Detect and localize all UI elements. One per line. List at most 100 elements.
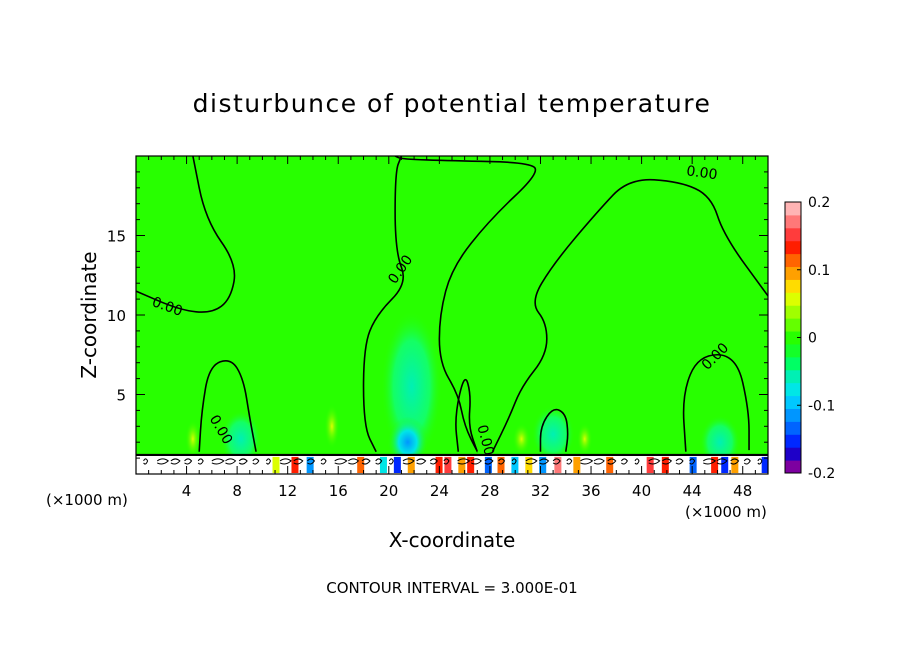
surface-contour bbox=[716, 458, 728, 465]
x-tick-label: 48 bbox=[733, 482, 752, 500]
y-axis-label: Z-coordinate bbox=[77, 251, 101, 378]
anomaly-region bbox=[185, 419, 201, 459]
contour-line bbox=[136, 156, 236, 313]
surface-contour bbox=[252, 458, 260, 465]
surface-patch bbox=[435, 456, 443, 473]
x-tick-label: 16 bbox=[329, 482, 348, 500]
surface-contour bbox=[634, 458, 640, 465]
surface-contour bbox=[429, 458, 438, 465]
contour-label: 0.00 bbox=[685, 163, 718, 183]
surface-contour bbox=[620, 458, 628, 465]
anomaly-region bbox=[577, 423, 593, 455]
surface-contour bbox=[689, 458, 696, 465]
colorbar-tick-label: 0.2 bbox=[808, 195, 830, 211]
colorbar-swatch bbox=[785, 447, 801, 461]
surface-contour bbox=[184, 458, 193, 465]
colorbar-swatch bbox=[785, 214, 801, 229]
contour-labels: 0.000.000.000.00 0.000.00 bbox=[150, 163, 732, 457]
surface-contour bbox=[375, 458, 383, 465]
surface-contour bbox=[170, 458, 181, 465]
surface-contour bbox=[566, 458, 573, 465]
surface-patch bbox=[761, 456, 768, 473]
x-tick-label: 8 bbox=[232, 482, 242, 500]
surface-contour bbox=[648, 458, 661, 465]
x-axis-label: X-coordinate bbox=[389, 528, 516, 552]
contour-line bbox=[198, 360, 257, 452]
x-axis-unit: (×1000 m) bbox=[685, 503, 767, 521]
surface-patch bbox=[721, 456, 729, 473]
colorbar-swatch bbox=[785, 408, 801, 422]
surface-patch bbox=[573, 456, 581, 473]
surface-patch bbox=[379, 456, 387, 473]
surface-patch bbox=[525, 456, 533, 473]
surface-patch bbox=[711, 456, 719, 473]
surface-patch bbox=[661, 456, 669, 473]
surface-contour bbox=[279, 458, 292, 465]
surface-patch bbox=[306, 456, 314, 473]
colorbar-swatch bbox=[785, 343, 801, 358]
surface-contour bbox=[320, 458, 327, 465]
colorbar-swatch bbox=[785, 240, 801, 255]
surface-contour bbox=[293, 458, 304, 465]
x-tick-label: 40 bbox=[632, 482, 651, 500]
surface-patch bbox=[689, 456, 697, 473]
y-tick-label: 5 bbox=[116, 387, 126, 405]
surface-contour bbox=[539, 458, 550, 465]
surface-contour bbox=[402, 458, 415, 465]
contour-line bbox=[362, 156, 405, 453]
contour-line bbox=[491, 178, 768, 453]
surface-patch bbox=[272, 456, 280, 473]
contour-line bbox=[682, 353, 750, 452]
colorbar-swatch bbox=[785, 421, 801, 435]
colorbar-swatch bbox=[785, 227, 801, 242]
x-tick-label: 24 bbox=[430, 482, 449, 500]
colorbar-swatch bbox=[785, 305, 801, 319]
plot-area bbox=[136, 156, 768, 474]
surface-contour bbox=[607, 458, 617, 465]
surface-contour bbox=[334, 458, 348, 465]
x-tick-label: 32 bbox=[531, 482, 550, 500]
contour-line bbox=[455, 378, 479, 453]
surface-contour bbox=[580, 458, 594, 465]
surface-contour bbox=[307, 458, 316, 465]
surface-contour bbox=[552, 458, 561, 465]
surface-contour bbox=[703, 458, 717, 465]
surface-patch bbox=[357, 456, 365, 473]
surface-contour bbox=[143, 458, 149, 465]
contour-interval-note: CONTOUR INTERVAL = 3.000E-01 bbox=[326, 579, 577, 597]
colorbar-swatch bbox=[785, 460, 801, 474]
surface-contour bbox=[661, 458, 673, 465]
surface-patch bbox=[554, 456, 562, 473]
surface-contour bbox=[675, 458, 684, 465]
y-tick-label: 10 bbox=[107, 307, 126, 325]
surface-contour bbox=[730, 458, 740, 465]
surface-contour bbox=[511, 458, 517, 465]
surface-contour bbox=[265, 458, 271, 465]
x-tick-label: 36 bbox=[581, 482, 600, 500]
surface-patch bbox=[444, 456, 452, 473]
x-tick-label: 20 bbox=[379, 482, 398, 500]
chart-title: disturbunce of potential temperature bbox=[193, 89, 712, 118]
surface-patch bbox=[458, 456, 466, 473]
y-axis: 5 10 15 bbox=[107, 171, 768, 459]
colorbar-tick-label: -0.1 bbox=[808, 398, 835, 414]
surface-contour bbox=[743, 458, 751, 465]
colorbar-swatch bbox=[785, 369, 801, 384]
colorbar-tick-label: -0.2 bbox=[808, 466, 835, 482]
colorbar-swatch bbox=[785, 356, 801, 371]
surface-contour bbox=[156, 458, 170, 465]
anomaly-region bbox=[324, 404, 340, 449]
surface-contour bbox=[593, 458, 605, 465]
surface-contour bbox=[225, 458, 237, 465]
colorbar-swatch bbox=[785, 266, 801, 280]
surface-patch bbox=[497, 456, 505, 473]
colorbar-swatch bbox=[785, 318, 801, 332]
surface-contour bbox=[525, 458, 538, 465]
surface-patch bbox=[407, 456, 415, 473]
colorbar: 0.2 0.1 0 -0.1 -0.2 bbox=[784, 195, 835, 482]
surface-contour bbox=[361, 458, 371, 465]
colorbar-swatch bbox=[785, 292, 801, 306]
surface-contour bbox=[443, 458, 450, 465]
surface-patch bbox=[539, 456, 547, 473]
